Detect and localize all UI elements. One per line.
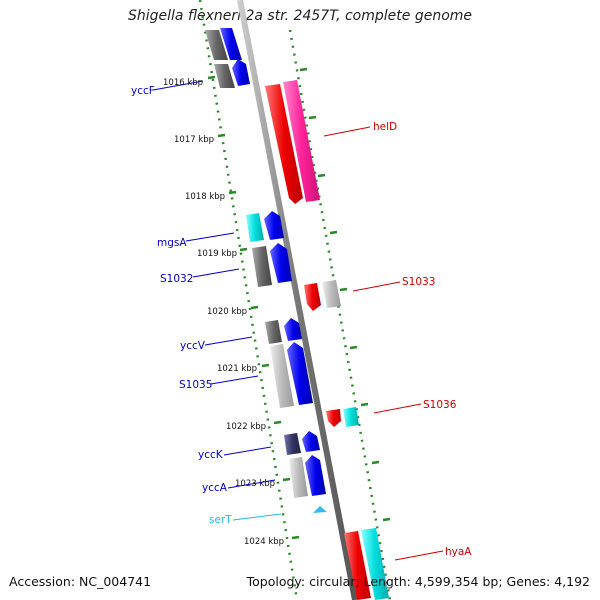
right-dotted-track <box>288 29 392 600</box>
gene-label-helD[interactable]: helD <box>373 121 397 133</box>
kbp-label: 1023 kbp <box>235 479 275 489</box>
gene-feature-bar[interactable] <box>265 320 282 344</box>
gene-feature-bar[interactable] <box>322 280 341 308</box>
gene-label-S1032[interactable]: S1032 <box>160 273 193 285</box>
leader-line <box>223 446 272 456</box>
gene-label-S1033[interactable]: S1033 <box>402 276 435 288</box>
gene-feature-bar[interactable] <box>214 64 235 88</box>
trna-marker[interactable] <box>313 506 327 513</box>
gene-feature-bar[interactable] <box>284 433 301 455</box>
tick-mark <box>339 287 348 292</box>
kbp-label: 1019 kbp <box>197 249 237 259</box>
leader-line <box>210 375 259 385</box>
gene-feature-bar[interactable] <box>205 30 228 60</box>
map-title: Shigella flexneri 2a str. 2457T, complet… <box>127 8 473 24</box>
tick-mark <box>371 460 380 465</box>
gene-feature-bar[interactable] <box>246 213 264 242</box>
accession-text: Accession: NC_004741 <box>9 574 152 589</box>
gene-arrow[interactable] <box>326 409 341 427</box>
gene-arrow[interactable] <box>305 455 326 496</box>
tick-mark <box>228 190 237 195</box>
tick-mark <box>273 420 282 425</box>
gene-label-yccV[interactable]: yccV <box>180 340 206 352</box>
tick-mark <box>299 67 308 72</box>
gene-label-mgsA[interactable]: mgsA <box>157 237 187 249</box>
kbp-label: 1024 kbp <box>244 537 284 547</box>
kbp-label: 1018 kbp <box>185 192 225 202</box>
tick-mark <box>239 247 248 252</box>
gene-arrow[interactable] <box>232 59 250 86</box>
tick-mark <box>207 75 216 80</box>
kbp-label: 1020 kbp <box>207 307 247 317</box>
gene-label-yccF[interactable]: yccF <box>131 85 155 97</box>
leader-line <box>204 336 253 346</box>
gene-feature-bar[interactable] <box>361 528 389 600</box>
gene-feature-bar[interactable] <box>283 80 320 202</box>
tick-mark <box>360 402 369 407</box>
gene-feature-bar[interactable] <box>343 407 359 427</box>
gene-feature-bar[interactable] <box>265 84 303 204</box>
dotted-tracks <box>198 0 392 600</box>
gene-feature-bar[interactable] <box>220 28 242 60</box>
leader-line <box>352 281 401 292</box>
gene-label-hyaA[interactable]: hyaA <box>445 546 472 558</box>
tick-mark <box>329 230 338 235</box>
gene-arrow[interactable] <box>264 211 284 240</box>
tick-mark <box>291 535 300 540</box>
leader-line <box>152 80 204 91</box>
tick-mark <box>349 345 358 350</box>
gene-label-serT[interactable]: serT <box>209 514 232 526</box>
gene-feature-bar[interactable] <box>252 246 272 287</box>
gene-label-S1035[interactable]: S1035 <box>179 379 212 391</box>
gene-feature-bar[interactable] <box>289 457 308 498</box>
leader-line <box>232 513 282 521</box>
gene-arrow[interactable] <box>287 342 313 405</box>
gene-labels: yccF helD mgsA S1032 S1033 yccV S1035 S1… <box>131 85 472 558</box>
gene-arrow[interactable] <box>302 431 320 452</box>
gene-arrow[interactable] <box>270 243 292 283</box>
leader-line <box>373 403 422 414</box>
gene-leader-lines <box>152 80 444 561</box>
tick-mark <box>317 173 326 178</box>
leader-line <box>394 550 444 561</box>
kbp-tick-marks <box>207 67 391 540</box>
left-dotted-track <box>198 0 299 600</box>
tick-mark <box>217 133 226 138</box>
kbp-tick-labels: 1016 kbp 1017 kbp 1018 kbp 1019 kbp 1020… <box>163 78 284 547</box>
gene-label-yccK[interactable]: yccK <box>198 449 224 461</box>
leader-line <box>185 232 235 242</box>
kbp-label: 1021 kbp <box>217 364 257 374</box>
gene-label-S1036[interactable]: S1036 <box>423 399 457 411</box>
tick-mark <box>382 517 391 522</box>
leader-line <box>192 268 240 278</box>
leader-line <box>227 479 276 489</box>
gene-label-yccA[interactable]: yccA <box>202 482 228 494</box>
kbp-label: 1017 kbp <box>174 135 214 145</box>
topology-text: Topology: circular; Length: 4,599,354 bp… <box>246 574 590 589</box>
genome-backbone <box>237 0 358 600</box>
gene-arrow[interactable] <box>304 283 321 311</box>
gene-arrow[interactable] <box>284 318 302 341</box>
kbp-label: 1022 kbp <box>226 422 266 432</box>
gene-feature-bar[interactable] <box>344 531 371 600</box>
gene-features <box>205 28 389 600</box>
tick-mark <box>282 477 291 482</box>
tick-mark <box>250 305 259 310</box>
tick-mark <box>261 363 270 368</box>
leader-line <box>323 126 371 137</box>
kbp-label: 1016 kbp <box>163 78 203 88</box>
gene-feature-bar[interactable] <box>270 344 294 408</box>
tick-mark <box>308 115 317 120</box>
